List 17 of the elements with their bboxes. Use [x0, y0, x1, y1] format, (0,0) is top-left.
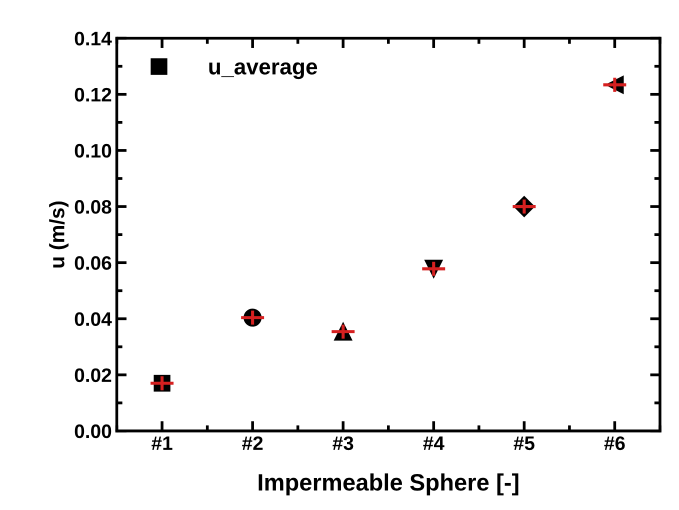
y-tick-label: 0.04: [74, 312, 112, 326]
y-tick-label: 0.12: [74, 88, 112, 102]
x-axis-title: Impermeable Sphere [-]: [258, 473, 518, 496]
x-tick-label: #1: [152, 436, 172, 450]
y-tick-label: 0.02: [74, 368, 112, 382]
y-tick-label: 0.10: [74, 144, 112, 158]
x-tick-label: #6: [604, 436, 625, 450]
x-tick-label: #2: [242, 436, 263, 450]
y-tick-label: 0.14: [74, 32, 112, 46]
y-tick-label: 0.08: [74, 200, 112, 214]
x-tick-label: #4: [423, 436, 444, 450]
legend-label: u_average: [209, 62, 318, 80]
y-axis-title: u (m/s): [49, 201, 69, 268]
x-tick-label: #5: [514, 436, 534, 450]
x-tick-label: #3: [332, 436, 354, 450]
y-tick-label: 0.00: [74, 424, 112, 438]
y-tick-label: 0.06: [74, 256, 112, 270]
